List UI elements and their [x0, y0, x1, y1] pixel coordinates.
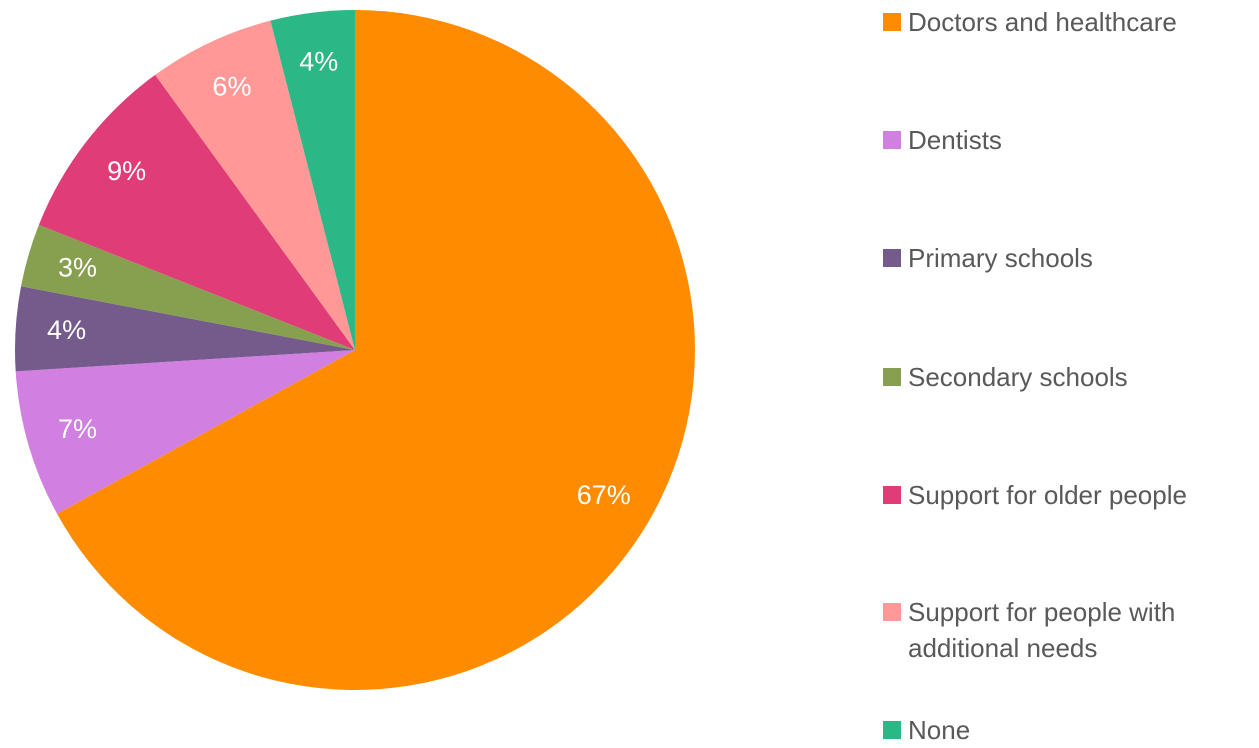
legend-label: Support for older people: [908, 480, 1187, 510]
legend-swatch: [883, 486, 901, 504]
legend-label: Doctors and healthcare: [908, 7, 1177, 37]
legend-swatch: [883, 603, 901, 621]
legend-item: Support for older people: [883, 477, 1233, 513]
pie-slice: [15, 350, 356, 514]
legend-swatch: [883, 131, 901, 149]
legend-label: Dentists: [908, 125, 1002, 155]
legend-swatch: [883, 249, 901, 267]
legend-item: Doctors and healthcare: [883, 4, 1233, 40]
legend-item: None: [883, 712, 1233, 748]
slice-label: 6%: [212, 72, 251, 102]
legend-label: Secondary schools: [908, 362, 1128, 392]
pie-slice: [155, 20, 355, 350]
legend-swatch: [883, 368, 901, 386]
slice-label: 67%: [577, 480, 631, 510]
pie-slice: [270, 10, 355, 350]
legend-swatch: [883, 13, 901, 31]
pie-slice: [21, 224, 355, 350]
legend-label: Primary schools: [908, 243, 1093, 273]
legend-swatch: [883, 721, 901, 739]
legend-item: Secondary schools: [883, 359, 1233, 395]
legend-item: Support for people with additional needs: [883, 594, 1233, 666]
pie-slice: [38, 74, 355, 351]
slice-label: 4%: [47, 315, 86, 345]
legend-item: Primary schools: [883, 240, 1233, 276]
legend-label: None: [908, 715, 971, 745]
slice-label: 3%: [58, 252, 97, 282]
pie-chart: 67% 7% 4% 3% 9% 6% 4%: [15, 10, 696, 690]
slice-label: 7%: [58, 414, 97, 444]
slice-label: 4%: [299, 46, 338, 76]
slice-label: 9%: [107, 156, 146, 186]
legend-label: Support for people with additional needs: [908, 597, 1176, 663]
legend-item: Dentists: [883, 122, 1233, 158]
pie-slice: [57, 10, 696, 690]
pie-slice: [15, 286, 356, 372]
